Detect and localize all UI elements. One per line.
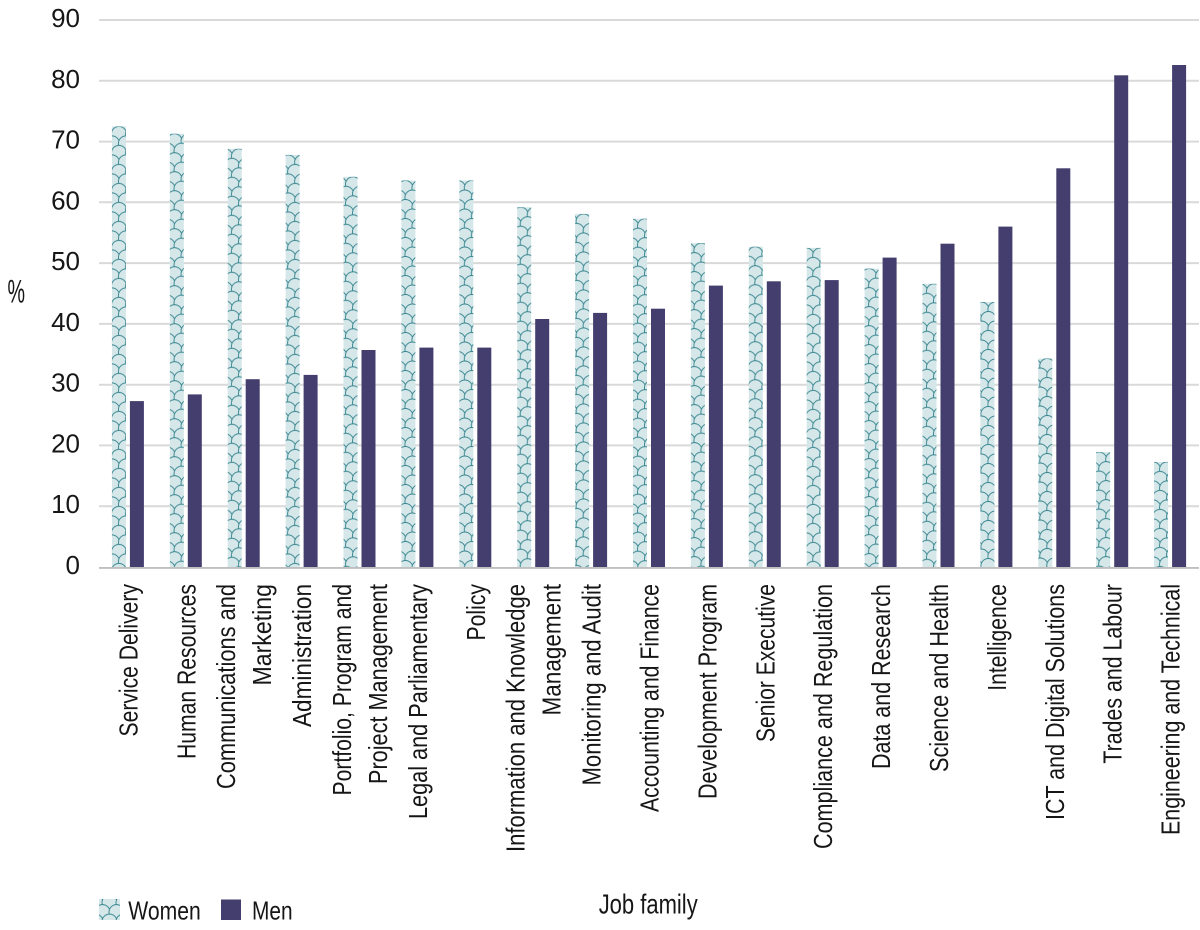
svg-text:90: 90 [51,3,80,33]
svg-text:Senior Executive: Senior Executive [750,584,780,742]
svg-text:10: 10 [51,489,80,519]
svg-text:Administration: Administration [287,584,317,727]
svg-text:70: 70 [51,125,80,155]
svg-text:Policy: Policy [461,584,491,641]
svg-text:Job family: Job family [599,888,698,919]
svg-text:Compliance and Regulation: Compliance and Regulation [808,584,838,849]
svg-text:Marketing: Marketing [247,584,277,686]
svg-text:Science and Health: Science and Health [924,584,954,772]
svg-text:Legal and Parliamentary: Legal and Parliamentary [403,584,433,819]
svg-text:Monitoring and Audit: Monitoring and Audit [577,583,607,785]
svg-text:Engineering and Technical: Engineering and Technical [1156,584,1186,835]
svg-text:Management: Management [537,583,567,715]
svg-text:Communications and: Communications and [211,584,241,789]
svg-text:Information and Knowledge: Information and Knowledge [501,584,531,852]
svg-text:Women: Women [128,896,201,926]
svg-text:Men: Men [252,896,293,926]
svg-text:80: 80 [51,64,80,94]
svg-text:%: % [8,274,26,310]
svg-text:ICT and Digital Solutions: ICT and Digital Solutions [1040,584,1070,820]
svg-text:30: 30 [51,368,80,398]
svg-text:Data and Research: Data and Research [866,584,896,769]
svg-text:20: 20 [51,428,80,458]
svg-text:60: 60 [51,185,80,215]
svg-text:Trades and Labour: Trades and Labour [1098,584,1128,764]
svg-text:40: 40 [51,307,80,337]
svg-text:Intelligence: Intelligence [982,584,1012,691]
svg-text:Accounting and Finance: Accounting and Finance [635,584,665,812]
svg-text:Project Management: Project Management [363,583,393,784]
svg-text:Service Delivery: Service Delivery [113,584,143,737]
svg-text:Portfolio, Program and: Portfolio, Program and [327,584,357,796]
svg-text:Human Resources: Human Resources [171,584,201,759]
svg-text:0: 0 [66,550,80,580]
svg-text:Development Program: Development Program [692,584,722,799]
svg-text:50: 50 [51,246,80,276]
